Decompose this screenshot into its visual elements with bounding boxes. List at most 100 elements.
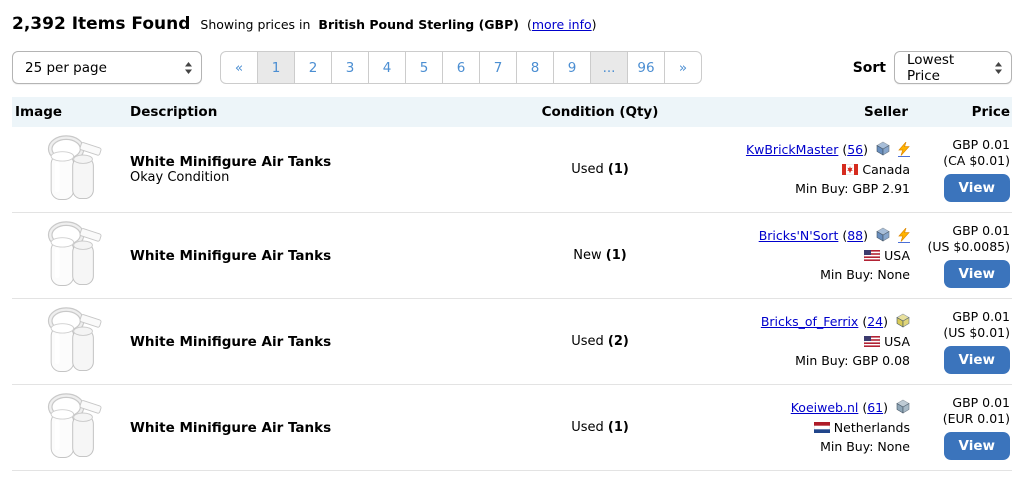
item-name: White Minifigure Air Tanks <box>130 154 332 170</box>
seller-cell: KwBrickMaster (56) Canada Min Buy: GBP 2… <box>710 140 910 198</box>
sort-label: Sort <box>852 59 886 76</box>
item-image-cell <box>12 218 130 293</box>
view-button[interactable]: View <box>943 432 1010 461</box>
view-button[interactable]: View <box>943 346 1010 375</box>
pagination-page-3[interactable]: 3 <box>331 51 369 84</box>
item-description-cell: White Minifigure Air Tanks <box>130 248 490 264</box>
feedback-link[interactable]: 56 <box>847 142 864 158</box>
pagination-page-1[interactable]: 1 <box>257 51 295 84</box>
item-name: White Minifigure Air Tanks <box>130 247 332 264</box>
currency-note: Showing prices in British Pound Sterling… <box>200 17 596 32</box>
item-name: White Minifigure Air Tanks <box>130 333 332 350</box>
seller-link[interactable]: Bricks_of_Ferrix <box>760 314 859 330</box>
air-tanks-part-image[interactable] <box>20 390 117 465</box>
price-converted: (CA $0.01) <box>943 153 1010 168</box>
condition-cell: Used (1) <box>490 420 710 435</box>
min-buy-text: Min Buy: GBP 2.91 <box>795 181 910 197</box>
item-image-cell <box>12 390 130 465</box>
seller-link[interactable]: KwBrickMaster <box>745 142 839 158</box>
price-converted: (US $0.0085) <box>927 239 1010 254</box>
pagination-ellipsis: ... <box>590 51 628 84</box>
instant-checkout-icon[interactable] <box>898 142 910 158</box>
paren: ( <box>526 17 532 32</box>
pagination-prev[interactable]: « <box>220 51 258 84</box>
price-cell: GBP 0.01 (US $0.0085) View <box>910 223 1012 289</box>
column-header-image: Image <box>15 104 63 120</box>
pagination-page-96[interactable]: 96 <box>627 51 665 84</box>
seller-cell: Koeiweb.nl (61) Netherlands Min Buy: Non… <box>710 398 910 456</box>
pagination-page-6[interactable]: 6 <box>442 51 480 84</box>
paren: ( <box>862 314 868 330</box>
items-found-count: 2,392 Items Found <box>12 14 191 34</box>
netherlands-flag-icon <box>813 421 831 434</box>
view-button[interactable]: View <box>943 260 1010 289</box>
view-button[interactable]: View <box>943 174 1010 203</box>
min-buy-text: Min Buy: None <box>820 439 910 455</box>
air-tanks-part-image[interactable] <box>20 218 117 293</box>
condition-cell: Used (2) <box>490 334 710 349</box>
feedback-link[interactable]: 88 <box>847 228 864 244</box>
pagination-page-2[interactable]: 2 <box>294 51 332 84</box>
paren: ) <box>863 228 869 244</box>
quantity-text: (2) <box>607 334 629 349</box>
item-description-cell: White Minifigure Air Tanks <box>130 334 490 350</box>
select-updown-icon <box>184 61 193 75</box>
item-condition-note: Okay Condition <box>130 170 230 185</box>
condition-text: Used <box>571 420 604 435</box>
currency-name: British Pound Sterling (GBP) <box>318 17 519 32</box>
usa-flag-icon <box>863 335 881 348</box>
results-header: 2,392 Items Found Showing prices in Brit… <box>12 14 1012 34</box>
paren: ( <box>842 228 848 244</box>
paren: ) <box>863 142 869 158</box>
min-buy-text: Min Buy: GBP 0.08 <box>795 353 910 369</box>
paren: ) <box>883 314 889 330</box>
air-tanks-part-image[interactable] <box>20 304 117 379</box>
item-description-cell: White Minifigure Air Tanks <box>130 420 490 436</box>
usa-flag-icon <box>863 249 881 262</box>
pagination-page-9[interactable]: 9 <box>553 51 591 84</box>
canada-flag-icon <box>841 163 859 176</box>
condition-cell: New (1) <box>490 248 710 263</box>
pagination-page-4[interactable]: 4 <box>368 51 406 84</box>
item-name: White Minifigure Air Tanks <box>130 419 332 436</box>
store-cube-icon <box>876 228 890 242</box>
per-page-select[interactable]: 25 per page <box>12 51 202 84</box>
condition-text: New <box>573 248 602 263</box>
pagination-next[interactable]: » <box>664 51 702 84</box>
seller-cell: Bricks_of_Ferrix (24) USA Min Buy: GBP 0… <box>710 312 910 370</box>
item-image-cell <box>12 132 130 207</box>
air-tanks-part-image[interactable] <box>20 132 117 207</box>
price-cell: GBP 0.01 (EUR 0.01) View <box>910 395 1012 461</box>
paren: ( <box>862 400 868 416</box>
column-header-description: Description <box>130 104 218 120</box>
pagination-page-5[interactable]: 5 <box>405 51 443 84</box>
paren: ) <box>883 400 889 416</box>
table-row: White Minifigure Air Tanks Okay Conditio… <box>12 127 1012 213</box>
seller-link[interactable]: Bricks'N'Sort <box>758 228 839 244</box>
store-cube-icon <box>876 142 890 156</box>
column-header-seller: Seller <box>864 104 908 120</box>
sort-select[interactable]: Lowest Price <box>894 51 1012 84</box>
price-main: GBP 0.01 <box>952 308 1010 324</box>
seller-link[interactable]: Koeiweb.nl <box>790 400 859 416</box>
paren: ( <box>842 142 848 158</box>
search-results-page: 2,392 Items Found Showing prices in Brit… <box>12 14 1012 471</box>
sort-value: Lowest Price <box>907 51 955 84</box>
feedback-link[interactable]: 61 <box>867 400 884 416</box>
select-updown-icon <box>994 61 1003 75</box>
item-image-cell <box>12 304 130 379</box>
pagination-page-7[interactable]: 7 <box>479 51 517 84</box>
quantity-text: (1) <box>605 248 627 263</box>
instant-checkout-icon[interactable] <box>898 228 910 244</box>
seller-country: USA <box>884 247 910 263</box>
pagination-page-8[interactable]: 8 <box>516 51 554 84</box>
min-buy-text: Min Buy: None <box>820 267 910 283</box>
paren: ) <box>591 17 597 32</box>
showing-prices-text: Showing prices in <box>200 17 311 32</box>
per-page-value: 25 per page <box>25 59 107 76</box>
feedback-link[interactable]: 24 <box>867 314 884 330</box>
seller-country: Canada <box>862 161 910 177</box>
condition-text: Used <box>571 334 604 349</box>
more-info-link[interactable]: more info <box>531 17 592 32</box>
table-header: Image Description Condition (Qty) Seller… <box>12 97 1012 127</box>
